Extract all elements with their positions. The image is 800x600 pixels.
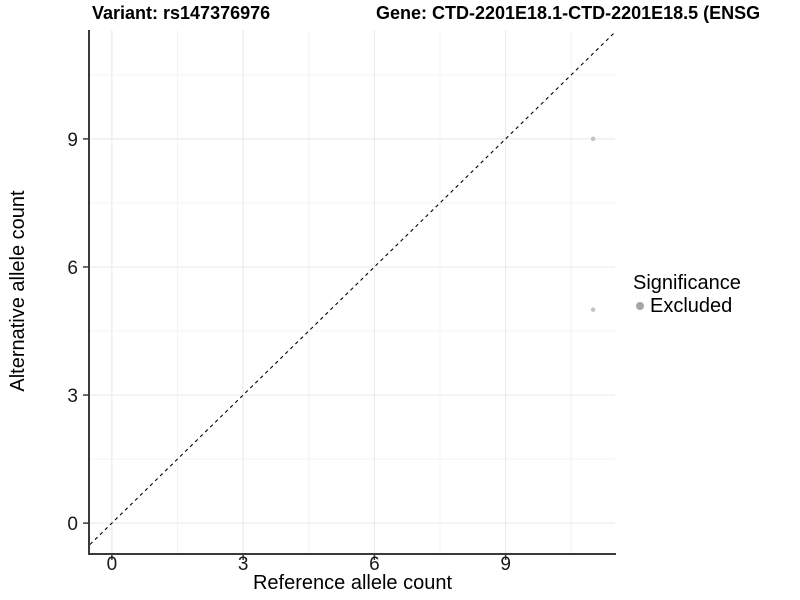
- y-tick-label: 3: [67, 386, 78, 407]
- y-tick-label: 9: [67, 130, 78, 151]
- identity-reference-line: [89, 31, 616, 545]
- plot-title-gene: Gene: CTD-2201E18.1-CTD-2201E18.5 (ENSG: [376, 3, 761, 23]
- plot-title-variant: Variant: rs147376976: [92, 3, 271, 23]
- y-axis-title: Alternative allele count: [7, 190, 29, 392]
- data-point: [590, 136, 596, 142]
- legend-item-excluded: Excluded: [633, 295, 741, 317]
- legend: Significance Excluded: [633, 271, 741, 317]
- legend-point-icon: [636, 302, 644, 310]
- data-point: [590, 307, 596, 312]
- y-tick-label: 6: [67, 258, 78, 279]
- legend-title: Significance: [633, 272, 741, 294]
- x-axis-title: Reference allele count: [252, 572, 452, 594]
- legend-item-label: Excluded: [650, 294, 733, 317]
- x-tick-label: 0: [107, 554, 118, 575]
- x-tick-label: 3: [238, 554, 249, 575]
- y-tick-label: 0: [67, 514, 78, 535]
- x-tick-label: 6: [369, 554, 380, 575]
- x-tick-label: 9: [500, 554, 511, 575]
